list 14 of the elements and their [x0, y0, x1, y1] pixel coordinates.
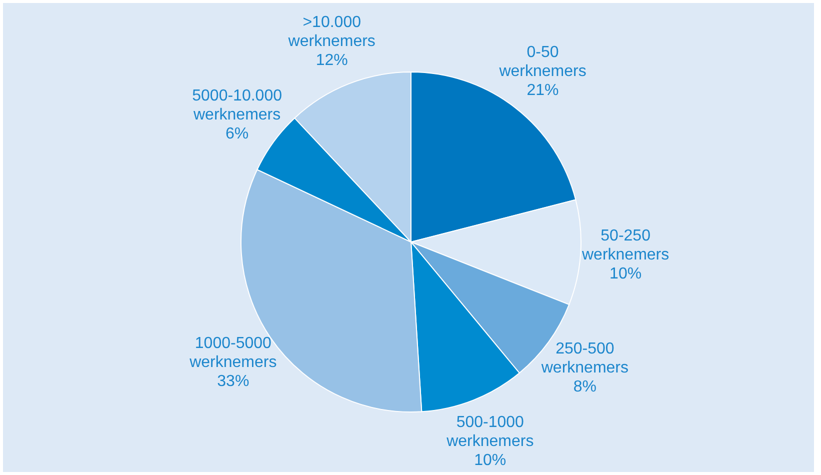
slice-label: >10.000 werknemers — [287, 14, 376, 50]
data-label: 10% — [474, 452, 506, 470]
slice-label: 5000-10.000 werknemers — [192, 88, 282, 124]
data-label: 33% — [217, 373, 250, 390]
data-label: 10% — [610, 266, 642, 283]
slice-label: 500-1000 werknemers — [446, 414, 534, 450]
slice-label: 0-50 werknemers — [498, 44, 586, 80]
slice-label: 1000-5000 werknemers — [188, 335, 277, 372]
data-label: 8% — [573, 378, 596, 396]
slice-label: 50-250 werknemers — [581, 228, 670, 264]
slice-label: 250-500 werknemers — [540, 340, 629, 377]
data-label: 6% — [226, 126, 249, 143]
data-label: 21% — [526, 82, 559, 100]
data-label: 12% — [316, 52, 348, 70]
